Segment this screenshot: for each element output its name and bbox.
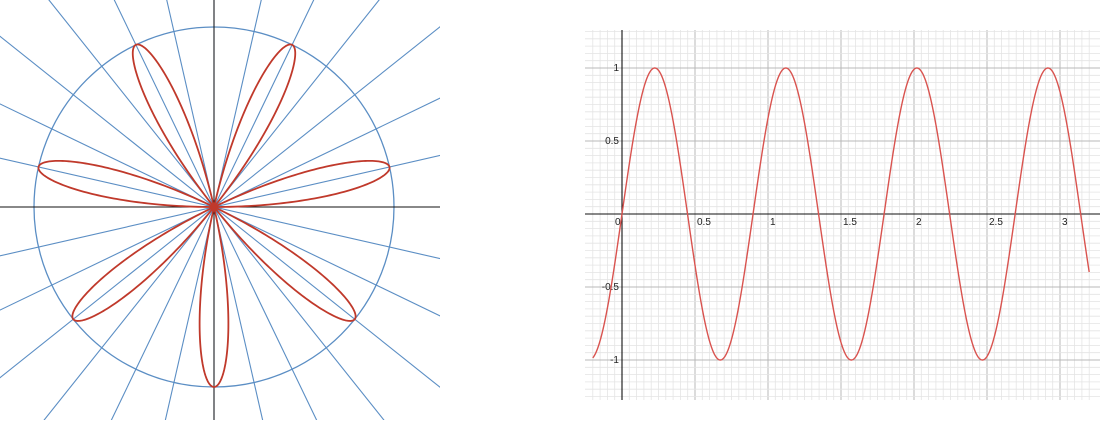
x-tick-label: 1.5 bbox=[843, 217, 857, 228]
x-tick-label: 2 bbox=[916, 217, 922, 228]
sine-wave-svg: 0 0.5 1 1.5 2 2.5 310.5-0.5-1 bbox=[585, 30, 1100, 400]
sine-wave-chart: 0 0.5 1 1.5 2 2.5 3 1 0.5 -0.5 -1 bbox=[585, 30, 1100, 400]
y-tick-label: 0.5 bbox=[605, 136, 619, 147]
rose-curve bbox=[37, 43, 391, 388]
x-tick-label: 0.5 bbox=[697, 217, 711, 228]
x-tick-label: 3 bbox=[1062, 217, 1068, 228]
y-tick-label: 1 bbox=[613, 63, 619, 74]
y-tick-label: -1 bbox=[610, 355, 619, 366]
sine-curve bbox=[592, 67, 1090, 361]
x-tick-label: 2.5 bbox=[989, 217, 1003, 228]
polar-rose-svg bbox=[0, 0, 814, 425]
polar-rose-chart bbox=[0, 0, 814, 425]
x-tick-label: 0 bbox=[615, 217, 621, 228]
grid bbox=[585, 30, 1100, 400]
x-tick-label: 1 bbox=[770, 217, 776, 228]
